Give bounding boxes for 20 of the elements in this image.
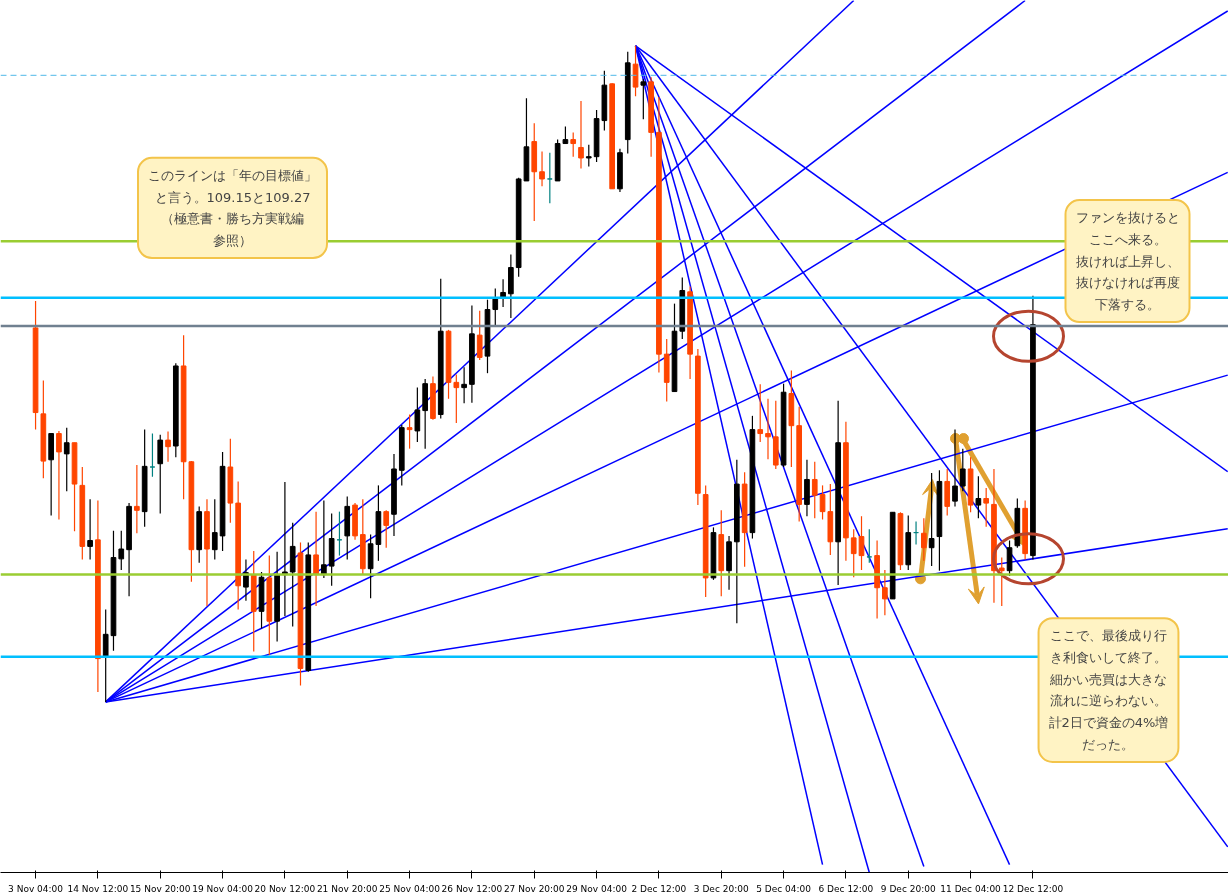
annotation: ファンを抜けるとここへ来る。抜ければ上昇し、抜けなければ再度下落する。 [1075,210,1180,313]
x-tick-label: 6 Dec 12:00 [818,883,874,894]
annotation: ここで、最後成り行き利食いして終了。細かい売買は大きな流れに逆らわない。計2日で資金の4%増だった。 [1048,628,1169,752]
x-tick-label: 12 Dec 12:00 [1002,883,1064,894]
x-tick-label: 15 Nov 20:00 [129,883,191,894]
x-tick-label: 14 Nov 12:00 [67,883,129,894]
x-tick-label: 21 Nov 20:00 [316,883,378,894]
x-tick-label: 20 Nov 12:00 [254,883,316,894]
x-tick-label: 2 Dec 12:00 [631,883,687,894]
x-tick-label: 19 Nov 04:00 [192,883,254,894]
x-tick-label: 27 Nov 20:00 [503,883,565,894]
x-tick-label: 29 Nov 04:00 [566,883,628,894]
x-tick-label: 25 Nov 04:00 [379,883,441,894]
annotation: このラインは「年の目標値」と言う。109.15と109.27（極意書・勝ち方実戦編参照） [148,167,317,249]
x-tick-label: 26 Nov 12:00 [441,883,503,894]
x-tick-label: 3 Dec 20:00 [693,883,749,894]
x-tick-label: 9 Dec 20:00 [880,883,936,894]
x-tick-label: 11 Dec 04:00 [940,883,1002,894]
x-tick-label: 3 Nov 04:00 [8,883,64,894]
x-tick-label: 5 Dec 04:00 [756,883,812,894]
